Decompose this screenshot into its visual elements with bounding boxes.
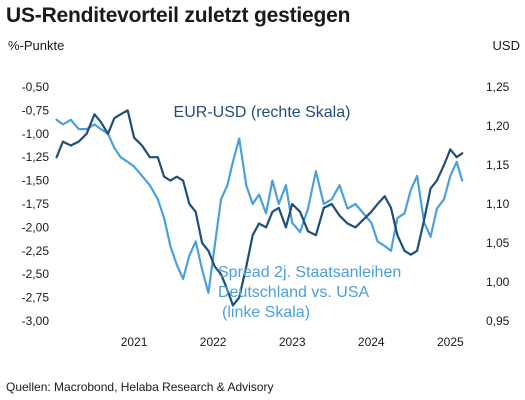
x-axis-tick-label: 2025 bbox=[437, 335, 464, 349]
left-axis-tick-label: -1,00 bbox=[22, 127, 50, 141]
series-lines bbox=[55, 109, 464, 307]
right-axis-tick-label: 1,00 bbox=[486, 275, 510, 289]
x-axis-tick-label: 2024 bbox=[358, 335, 385, 349]
x-axis-tick-label: 2021 bbox=[121, 335, 148, 349]
annotation-spread-line2: Deutschland vs. USA bbox=[218, 284, 370, 301]
chart-title: US-Renditevorteil zuletzt gestiegen bbox=[6, 4, 351, 27]
left-axis-unit: %-Punkte bbox=[8, 38, 64, 53]
left-axis-tick-label: -1,25 bbox=[22, 150, 50, 164]
right-axis-tick-label: 1,20 bbox=[486, 119, 510, 133]
right-axis-unit: USD bbox=[493, 38, 520, 53]
series-line-spread bbox=[55, 118, 464, 294]
left-axis-ticks: -0,50 -0,75 -1,00 -1,25 -1,50 -1,75 -2,00 -2,25… bbox=[22, 80, 50, 328]
left-axis-tick-label: -2,25 bbox=[22, 244, 50, 258]
right-axis-tick-label: 0,95 bbox=[486, 314, 510, 328]
right-axis-tick-label: 1,05 bbox=[486, 236, 510, 250]
annotation-eur-usd: EUR-USD (rechte Skala) bbox=[174, 104, 351, 121]
series-line-eur-usd bbox=[55, 109, 464, 307]
right-axis-tick-label: 1,10 bbox=[486, 197, 510, 211]
left-axis-tick-label: -2,75 bbox=[22, 291, 50, 305]
left-axis-tick-label: -1,75 bbox=[22, 197, 50, 211]
right-axis-tick-label: 1,25 bbox=[486, 80, 510, 94]
x-axis-ticks: 2021 2022 2023 2024 2025 bbox=[121, 335, 464, 349]
right-axis-ticks: 1,25 1,20 1,15 1,10 1,05 1,00 0,95 bbox=[486, 80, 510, 328]
x-axis-tick-label: 2023 bbox=[279, 335, 306, 349]
source-note: Quellen: Macrobond, Helaba Research & Ad… bbox=[6, 380, 273, 394]
annotation-spread-line1: Spread 2j. Staatsanleihen bbox=[218, 264, 401, 281]
left-axis-tick-label: -0,75 bbox=[22, 103, 50, 117]
right-axis-tick-label: 1,15 bbox=[486, 158, 510, 172]
left-axis-tick-label: -1,50 bbox=[22, 174, 50, 188]
left-axis-tick-label: -2,00 bbox=[22, 220, 50, 234]
x-axis-tick-label: 2022 bbox=[200, 335, 227, 349]
left-axis-tick-label: -2,50 bbox=[22, 267, 50, 281]
left-axis-tick-label: -0,50 bbox=[22, 80, 50, 94]
left-axis-tick-label: -3,00 bbox=[22, 314, 50, 328]
annotation-spread-line3: (linke Skala) bbox=[222, 304, 310, 321]
